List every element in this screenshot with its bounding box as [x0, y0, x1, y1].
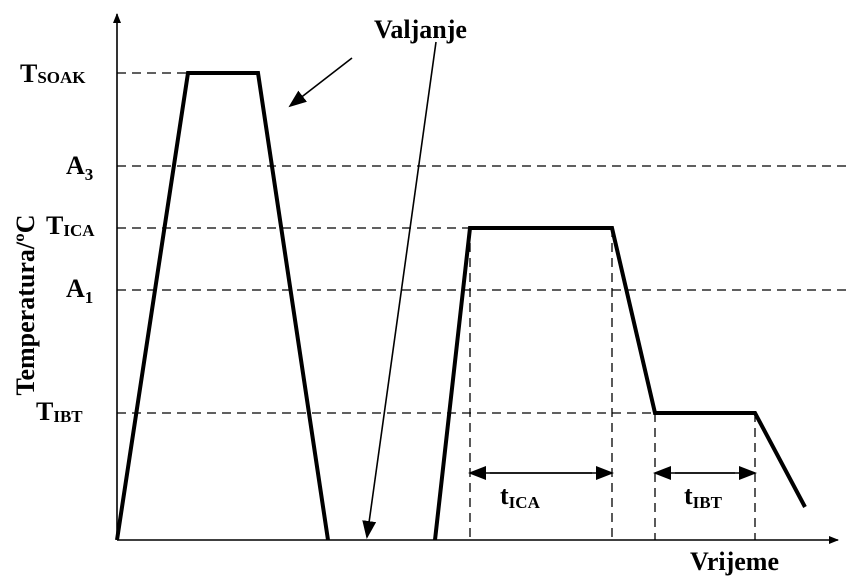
pointer-arrow: [362, 41, 437, 539]
level-label: TIBT: [36, 397, 83, 426]
y-axis-label: Temperatura/ºC: [11, 215, 40, 396]
soak-curve: [115, 71, 330, 541]
level-label: A1: [66, 274, 93, 307]
level-label: A3: [66, 151, 93, 184]
level-label: TICA: [46, 211, 95, 240]
pointer-arrow: [288, 57, 353, 108]
level-label: TSOAK: [20, 59, 86, 88]
duration-label: tICA: [500, 481, 541, 512]
treatment-curve: [433, 226, 807, 541]
duration-label: tIBT: [684, 481, 723, 512]
title: Valjanje: [374, 15, 467, 44]
x-axis-label: Vrijeme: [690, 547, 779, 576]
